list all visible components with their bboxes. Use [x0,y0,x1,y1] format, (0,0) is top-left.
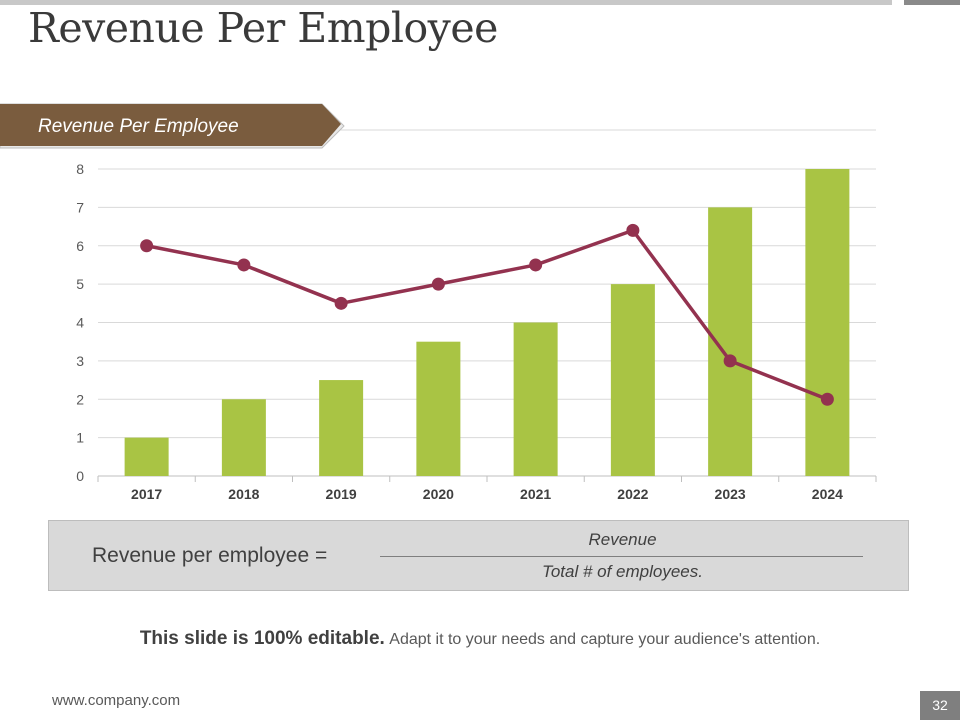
x-tick-label: 2024 [812,486,843,502]
bar-2021 [513,322,558,476]
bar-2017 [124,437,169,476]
y-tick-label: 4 [76,315,84,331]
line-point-2020 [431,277,445,291]
formula-fraction-line [380,556,863,557]
x-tick-label: 2017 [131,486,162,502]
top-accent-bar-side [904,0,960,5]
footnote-bold: This slide is 100% editable. [139,628,385,649]
page-number: 32 [920,691,960,720]
x-tick-label: 2018 [228,486,259,502]
bar-2020 [416,341,461,476]
footnote: This slide is 100% editable. Adapt it to… [0,628,960,650]
line-series-path [146,228,829,401]
formula-denominator: Total # of employees. [542,562,703,581]
x-tick-label: 2022 [617,486,648,502]
y-tick-label: 3 [76,353,84,369]
chart-tick-labels: 0 1 2 3 4 5 6 7 8 2017 2018 2019 2020 2021 2022 2023 202… [76,161,843,502]
bar-2024 [805,169,850,476]
y-tick-label: 6 [76,238,84,254]
line-point-2021 [529,258,543,272]
y-tick-label: 2 [76,391,84,407]
line-point-2022 [626,223,640,237]
x-tick-label: 2020 [423,486,454,502]
chart-banner-label: Revenue Per Employee [38,116,239,137]
chart-title-banner: Revenue Per Employee [0,103,345,149]
formula-left-label: Revenue per employee = [92,544,328,567]
y-tick-label: 1 [76,430,84,446]
chart-gridlines [98,129,876,439]
y-tick-label: 8 [76,161,84,177]
revenue-chart: 0 1 2 3 4 5 6 7 8 2017 2018 2019 2020 2021 2022 2023 202… [0,103,877,502]
bar-2019 [319,380,364,476]
line-point-2024 [820,392,834,406]
line-point-2023 [723,354,737,368]
top-accent-bar [0,0,892,5]
bar-2018 [221,399,266,476]
chart-line-series [140,223,834,406]
website-link[interactable]: www.company.com [52,692,181,709]
banner-shape [0,104,341,146]
line-point-2019 [334,296,348,310]
footnote-rest: Adapt it to your needs and capture your … [389,631,821,648]
slide-title: Revenue Per Employee [28,4,498,52]
y-tick-label: 5 [76,276,84,292]
formula-box: Revenue per employee = Revenue Total # o… [48,520,909,591]
line-point-2018 [237,258,251,272]
x-tick-label: 2021 [520,486,551,502]
bar-2022 [610,284,655,476]
x-tick-label: 2023 [715,486,746,502]
y-tick-label: 7 [76,199,84,215]
x-tick-label: 2019 [326,486,357,502]
formula-numerator: Revenue [588,530,657,549]
chart-axes [97,475,877,482]
y-tick-label: 0 [76,468,84,484]
line-point-2017 [140,239,154,253]
